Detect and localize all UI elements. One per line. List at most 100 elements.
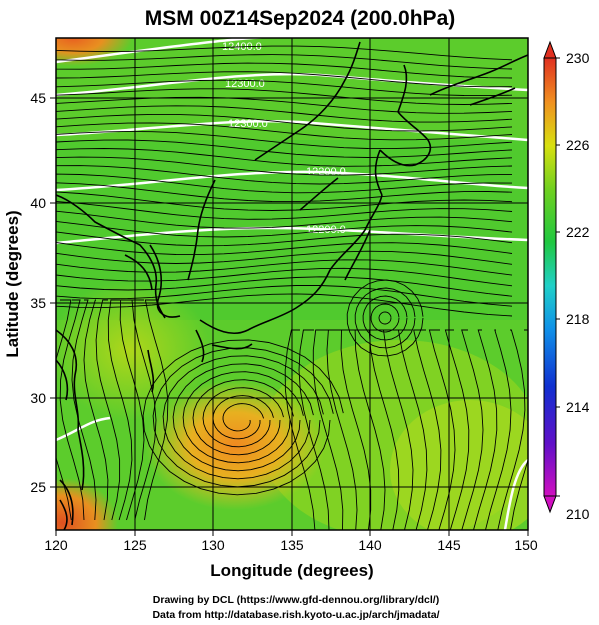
streamline (56, 139, 513, 158)
warm-region-typhoon (145, 380, 325, 510)
map-plot-area: 12400.0 12300.0 12300.0 12200.0 12200.0 (56, 38, 528, 530)
contour-label: 12200.0 (306, 166, 346, 178)
streamline (56, 96, 513, 114)
y-tick-label: 30 (30, 390, 46, 406)
streamline (56, 293, 513, 317)
streamline (56, 71, 513, 88)
streamline (56, 122, 513, 141)
streamline (56, 88, 513, 105)
streamline (510, 329, 528, 530)
streamline (59, 299, 85, 521)
colorbar-scale (543, 57, 557, 497)
contour-label: 12300.0 (225, 78, 265, 90)
colorbar-label: 222 (566, 224, 590, 240)
streamline (142, 339, 344, 496)
x-axis-label: Longitude (degrees) (210, 561, 373, 580)
streamline (56, 299, 72, 521)
streamline (192, 379, 294, 456)
streamline (202, 387, 284, 448)
x-tick-label: 120 (44, 537, 68, 553)
credit-line-2: Data from http://database.rish.kyoto-u.a… (152, 609, 439, 621)
streamline (56, 191, 513, 211)
streamline (312, 329, 344, 530)
streamline (354, 329, 386, 530)
streamline (284, 329, 316, 530)
map-title: MSM 00Z14Sep2024 (200.0hPa) (145, 7, 456, 30)
streamline (56, 259, 513, 276)
streamline (71, 299, 97, 521)
warm-region-southwest (56, 460, 140, 530)
colorbar-min-arrow (543, 495, 557, 514)
streamline (326, 329, 358, 530)
streamline (56, 210, 513, 229)
streamline (131, 299, 157, 521)
streamline (56, 148, 513, 167)
x-tick-label: 125 (123, 537, 147, 553)
y-tick-labels: 25 30 35 40 45 (30, 90, 46, 495)
tick-marks (50, 97, 529, 536)
streamline (172, 363, 314, 472)
x-tick-label: 140 (358, 537, 382, 553)
streamline (397, 329, 428, 530)
streamline (162, 355, 324, 480)
streamline (473, 329, 498, 530)
coastlines (56, 41, 528, 530)
streamline (107, 299, 133, 521)
y-axis-label: Latitude (degrees) (3, 210, 22, 357)
streamline (56, 62, 513, 79)
x-tick-label: 145 (437, 537, 461, 553)
streamline (144, 299, 169, 521)
streamline (382, 329, 414, 530)
y-tick-label: 45 (30, 90, 46, 106)
streamline (56, 45, 513, 61)
streamline (340, 329, 372, 530)
streamline (56, 285, 513, 307)
streamline (119, 299, 145, 521)
contour-label: 12200.0 (306, 224, 346, 236)
credit-line-1: Drawing by DCL (https://www.gfd-dennou.o… (153, 594, 439, 606)
streamline (56, 182, 513, 203)
colorbar-label: 210 (566, 506, 590, 522)
grid-lines (56, 38, 528, 530)
streamline (222, 403, 265, 432)
streamline (362, 295, 408, 341)
streamline (152, 347, 334, 488)
streamline (56, 231, 513, 247)
colorbar: 230 226 222 218 214 210 (543, 40, 590, 522)
colorbar-label: 218 (566, 311, 590, 327)
wind-streamlines (56, 45, 528, 530)
streamline (56, 54, 513, 70)
y-tick-label: 40 (30, 195, 46, 211)
streamline (56, 250, 513, 265)
streamline (354, 287, 416, 349)
y-tick-label: 35 (30, 295, 46, 311)
streamline (444, 329, 470, 530)
streamline (56, 173, 513, 194)
streamline (56, 105, 513, 123)
streamline (56, 156, 513, 176)
streamline (497, 329, 526, 530)
colorbar-label: 214 (566, 399, 590, 415)
contour-label: 12300.0 (228, 118, 268, 130)
streamline (56, 220, 513, 238)
y-tick-label: 25 (30, 479, 46, 495)
streamline (485, 329, 512, 530)
streamline (95, 299, 121, 521)
streamline (56, 113, 513, 132)
colorbar-max-arrow (543, 40, 557, 59)
streamline (56, 267, 513, 287)
colorbar-label: 230 (566, 50, 590, 66)
x-tick-label: 130 (201, 537, 225, 553)
streamline (182, 371, 304, 464)
x-tick-label: 135 (280, 537, 304, 553)
streamline (83, 299, 109, 521)
x-tick-label: 150 (514, 537, 538, 553)
streamline (56, 200, 513, 220)
streamline (413, 329, 442, 530)
streamline (56, 276, 513, 297)
streamline (56, 130, 513, 150)
streamline (298, 329, 330, 530)
streamline (56, 242, 513, 256)
streamline (461, 329, 484, 530)
